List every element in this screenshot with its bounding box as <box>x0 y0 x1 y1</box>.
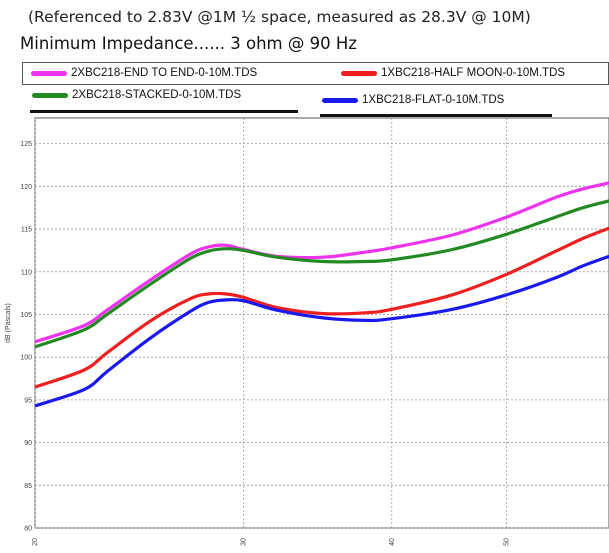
y-tick-label: 115 <box>21 227 32 234</box>
series-line-3 <box>34 254 609 408</box>
legend: 2XBC218-END TO END-0-10M.TDS 1XBC218-HAL… <box>22 62 609 85</box>
header-reference-text: (Referenced to 2.83V @1M ½ space, measur… <box>28 8 531 26</box>
legend-swatch-end-to-end <box>31 70 67 76</box>
legend-swatch-stacked <box>32 92 68 98</box>
x-tick-label: 50 <box>504 538 511 546</box>
y-tick-label: 110 <box>21 269 32 276</box>
y-tick-label: 85 <box>24 483 32 490</box>
legend-divider-left <box>30 110 298 113</box>
legend-label-end-to-end: 2XBC218-END TO END-0-10M.TDS <box>71 67 258 79</box>
legend-item-half-moon: 1XBC218-HALF MOON-0-10M.TDS <box>341 67 565 79</box>
legend-item-end-to-end: 2XBC218-END TO END-0-10M.TDS <box>31 67 257 79</box>
legend-divider-right <box>320 114 552 117</box>
y-tick-label: 95 <box>24 397 32 404</box>
legend-swatch-half-moon <box>341 70 377 76</box>
legend-item-flat: 1XBC218-FLAT-0-10M.TDS <box>322 94 504 106</box>
plot-area <box>34 117 609 529</box>
y-tick-label: 90 <box>24 440 32 447</box>
legend-label-half-moon: 1XBC218-HALF MOON-0-10M.TDS <box>381 67 566 79</box>
x-tick-label: 30 <box>241 538 248 546</box>
series-line-2 <box>34 199 609 349</box>
series-line-1 <box>34 226 609 389</box>
y-tick-label: 80 <box>24 526 32 533</box>
legend-swatch-flat <box>322 97 358 103</box>
legend-label-flat: 1XBC218-FLAT-0-10M.TDS <box>362 94 505 106</box>
x-tick-label: 20 <box>32 538 39 546</box>
y-tick-label: 100 <box>20 355 32 362</box>
y-axis-label: dB (Pascals) <box>5 303 12 343</box>
y-tick-label: 125 <box>20 141 32 148</box>
y-tick-label: 120 <box>20 184 32 191</box>
header-min-impedance-text: Minimum Impedance...... 3 ohm @ 90 Hz <box>20 34 357 53</box>
y-tick-label: 105 <box>20 312 32 319</box>
x-tick-label: 40 <box>389 538 396 546</box>
legend-item-stacked: 2XBC218-STACKED-0-10M.TDS <box>32 89 241 101</box>
legend-label-stacked: 2XBC218-STACKED-0-10M.TDS <box>72 89 242 101</box>
